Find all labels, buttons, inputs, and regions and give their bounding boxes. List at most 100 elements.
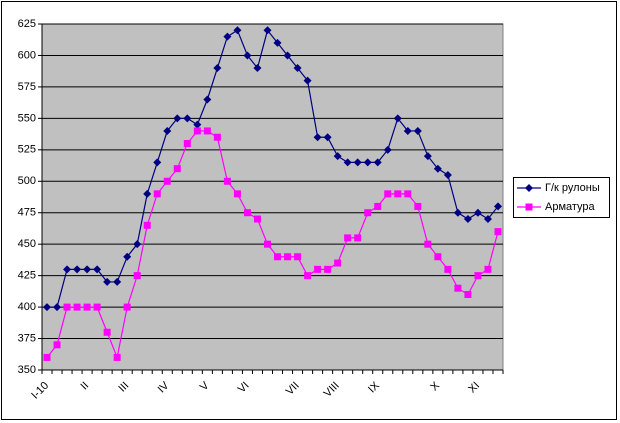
y-tick-label: 425 <box>18 270 36 282</box>
marker <box>83 265 92 274</box>
marker <box>73 303 81 311</box>
marker <box>525 203 533 211</box>
marker <box>383 145 392 154</box>
y-tick-label: 400 <box>18 301 36 313</box>
marker <box>43 303 52 312</box>
marker <box>293 64 302 73</box>
marker <box>484 265 492 273</box>
marker <box>525 184 533 192</box>
marker <box>423 152 432 161</box>
marker <box>454 284 462 292</box>
marker <box>73 265 82 274</box>
marker <box>373 158 382 167</box>
marker <box>103 277 112 286</box>
marker <box>113 353 121 361</box>
marker <box>444 265 452 273</box>
marker <box>123 252 132 261</box>
legend-box <box>513 177 610 218</box>
marker <box>63 265 72 274</box>
marker <box>53 341 61 349</box>
y-tick-label: 350 <box>18 364 36 376</box>
marker <box>203 95 212 104</box>
marker <box>173 114 182 123</box>
marker <box>313 133 322 142</box>
marker <box>153 158 162 167</box>
y-tick-label: 375 <box>18 332 36 344</box>
marker <box>343 158 352 167</box>
marker <box>284 253 292 261</box>
legend: Г/к рулоны Арматура <box>513 177 610 218</box>
marker <box>63 303 71 311</box>
marker <box>143 189 152 198</box>
marker <box>223 32 232 41</box>
marker <box>353 158 362 167</box>
marker <box>53 303 62 312</box>
marker <box>103 328 111 336</box>
marker <box>173 165 181 173</box>
y-tick-label: 550 <box>18 112 36 124</box>
marker <box>393 114 402 123</box>
marker <box>113 277 122 286</box>
marker <box>193 120 202 129</box>
legend-label: Арматура <box>545 201 596 213</box>
marker <box>253 215 261 223</box>
marker <box>474 272 482 280</box>
marker <box>273 38 282 47</box>
marker <box>153 190 161 198</box>
y-tick-label: 600 <box>18 49 36 61</box>
marker <box>83 303 91 311</box>
marker <box>464 291 472 299</box>
y-tick-label: 575 <box>18 81 36 93</box>
marker <box>374 202 382 210</box>
y-tick-label: 500 <box>18 175 36 187</box>
marker <box>493 202 502 211</box>
marker <box>463 215 472 224</box>
marker <box>283 51 292 60</box>
marker <box>243 51 252 60</box>
marker <box>243 209 251 217</box>
marker <box>183 140 191 148</box>
marker <box>384 190 392 198</box>
marker <box>43 353 51 361</box>
marker <box>274 253 282 261</box>
marker <box>363 158 372 167</box>
marker <box>364 209 372 217</box>
marker <box>314 265 322 273</box>
marker <box>394 190 402 198</box>
marker <box>253 64 262 73</box>
marker <box>263 26 272 35</box>
marker <box>133 272 141 280</box>
marker <box>354 234 362 242</box>
marker <box>233 26 242 35</box>
marker <box>123 303 131 311</box>
marker <box>223 177 231 185</box>
marker <box>294 253 302 261</box>
marker <box>404 190 412 198</box>
marker <box>324 265 332 273</box>
series-line <box>46 130 499 360</box>
marker <box>414 202 422 210</box>
marker <box>473 208 482 217</box>
marker <box>143 221 151 229</box>
marker <box>133 240 142 249</box>
plot-area <box>41 23 504 371</box>
marker <box>263 240 271 248</box>
marker <box>443 170 452 179</box>
marker <box>434 253 442 261</box>
marker <box>303 76 312 85</box>
marker <box>203 127 211 135</box>
marker <box>334 259 342 267</box>
series-line <box>47 28 499 308</box>
marker <box>193 127 201 135</box>
y-tick-label: 475 <box>18 207 36 219</box>
marker <box>413 126 422 135</box>
marker <box>333 152 342 161</box>
marker <box>344 234 352 242</box>
marker <box>424 240 432 248</box>
marker <box>233 190 241 198</box>
marker <box>453 208 462 217</box>
marker <box>304 272 312 280</box>
y-tick-label: 525 <box>18 144 36 156</box>
marker <box>163 126 172 135</box>
